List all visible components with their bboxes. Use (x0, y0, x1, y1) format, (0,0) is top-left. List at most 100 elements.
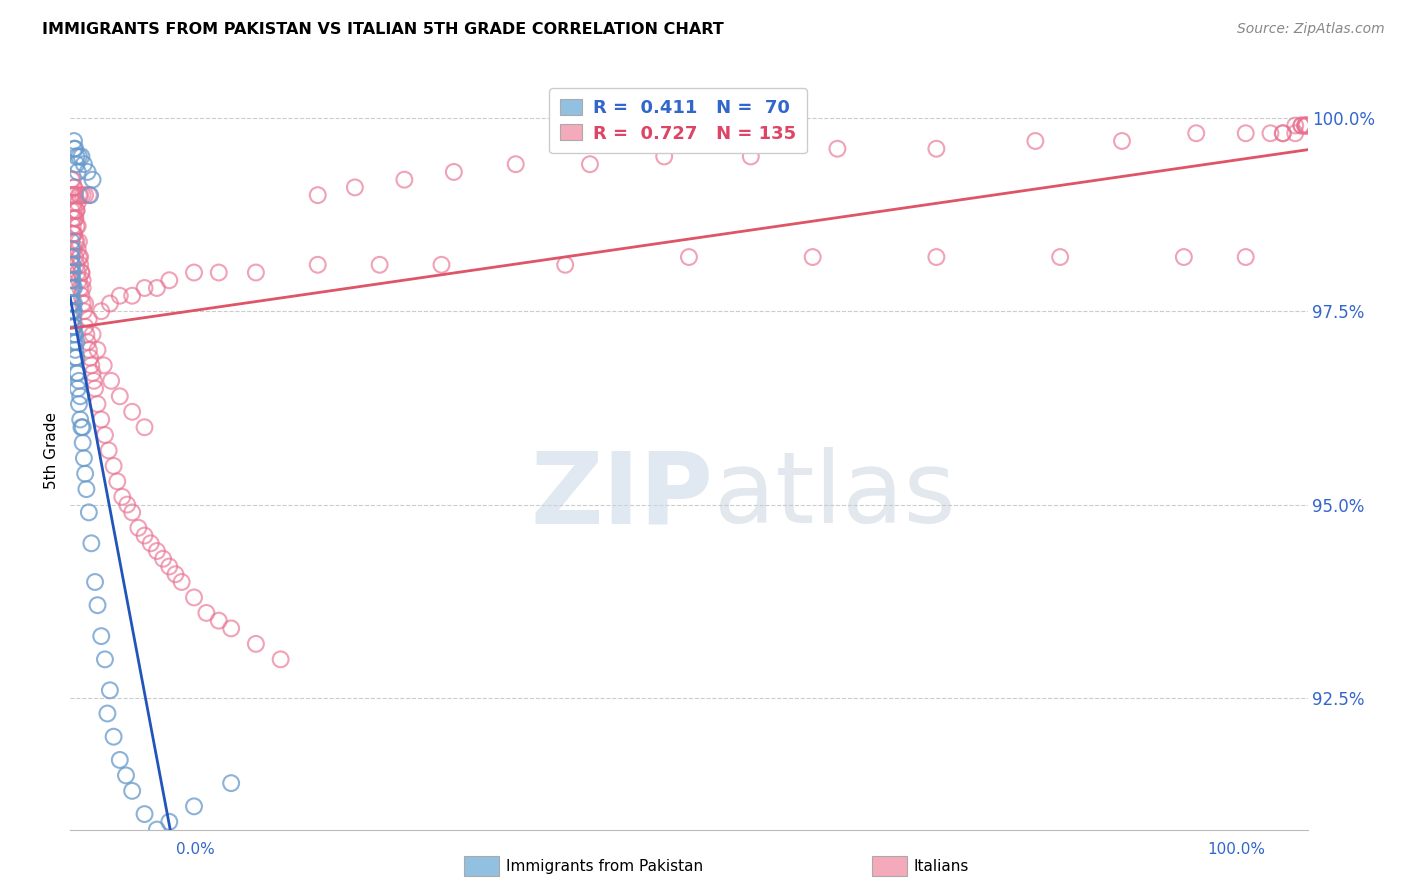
Point (90, 412, 112, 426)
Point (1295, 119, 1317, 133)
Point (76, 165, 98, 179)
Point (73, 157, 96, 171)
Point (62, 296, 84, 310)
Point (1271, 126, 1294, 140)
Point (443, 165, 465, 179)
Point (1294, 119, 1316, 133)
Point (75, 296, 97, 310)
Point (75, 188, 97, 202)
Point (83, 374, 105, 388)
Point (86, 397, 108, 411)
Point (65, 366, 87, 380)
Point (62, 211, 84, 226)
Point (165, 567, 187, 582)
Point (94, 652, 117, 666)
Point (65, 219, 87, 233)
Point (65, 327, 87, 342)
Point (111, 490, 134, 504)
Point (134, 528, 156, 542)
Point (65, 235, 87, 249)
Point (62, 266, 84, 280)
Point (219, 776, 242, 790)
Point (183, 591, 205, 605)
Text: IMMIGRANTS FROM PAKISTAN VS ITALIAN 5TH GRADE CORRELATION CHART: IMMIGRANTS FROM PAKISTAN VS ITALIAN 5TH … (42, 22, 724, 37)
Point (134, 420, 156, 434)
Point (1291, 119, 1313, 133)
Point (134, 281, 156, 295)
Point (72, 296, 94, 310)
Text: Source: ZipAtlas.com: Source: ZipAtlas.com (1237, 22, 1385, 37)
Point (63, 195, 86, 210)
Point (152, 551, 174, 566)
Point (63, 134, 86, 148)
Point (60, 266, 83, 280)
Point (430, 258, 453, 272)
Point (103, 458, 125, 473)
Point (63, 227, 86, 241)
Point (1049, 250, 1071, 264)
Point (146, 822, 169, 837)
Point (60, 203, 83, 218)
Point (90, 629, 112, 643)
Point (66, 242, 89, 256)
Point (307, 258, 329, 272)
Point (1173, 250, 1195, 264)
Point (62, 188, 84, 202)
Point (65, 203, 87, 218)
Point (108, 289, 131, 303)
Point (82, 366, 104, 380)
Point (1234, 250, 1257, 264)
Point (925, 250, 948, 264)
Point (103, 730, 125, 744)
Point (63, 335, 86, 350)
Point (146, 281, 169, 295)
Y-axis label: 5th Grade: 5th Grade (44, 412, 59, 489)
Point (72, 188, 94, 202)
Point (63, 242, 86, 256)
Point (67, 273, 90, 287)
Point (245, 637, 267, 651)
Point (69, 258, 91, 272)
Point (65, 250, 87, 264)
Point (65, 335, 87, 350)
Point (66, 195, 89, 210)
Point (505, 157, 527, 171)
Point (75, 467, 97, 481)
Point (67, 235, 90, 249)
Point (146, 544, 169, 558)
Point (60, 304, 83, 318)
Point (62, 281, 84, 295)
Point (62, 319, 84, 334)
Point (1234, 126, 1257, 140)
Point (1111, 134, 1133, 148)
Point (1271, 126, 1294, 140)
Point (63, 180, 86, 194)
Text: 0.0%: 0.0% (176, 842, 215, 856)
Point (72, 273, 94, 287)
Point (80, 359, 103, 373)
Point (63, 304, 86, 318)
Point (65, 235, 87, 249)
Point (108, 389, 131, 403)
Point (66, 266, 89, 280)
Point (76, 335, 98, 350)
Point (65, 203, 87, 218)
Point (62, 219, 84, 233)
Point (62, 172, 84, 186)
Point (65, 149, 87, 163)
Point (195, 606, 218, 620)
Point (62, 304, 84, 318)
Point (65, 351, 87, 365)
Point (925, 142, 948, 156)
Point (63, 296, 86, 310)
Point (69, 250, 91, 264)
Point (245, 266, 267, 280)
Point (94, 428, 117, 442)
Point (63, 281, 86, 295)
Point (98, 296, 121, 310)
Point (1284, 126, 1306, 140)
Legend: R =  0.411   N =  70, R =  0.727   N = 135: R = 0.411 N = 70, R = 0.727 N = 135 (550, 88, 807, 153)
Point (63, 203, 86, 218)
Point (100, 374, 122, 388)
Point (75, 482, 97, 496)
